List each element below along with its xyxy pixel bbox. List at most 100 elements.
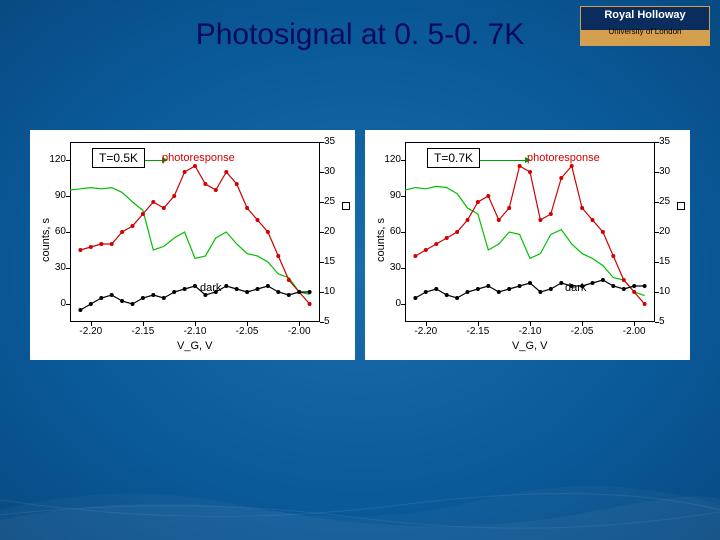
temperature-label: T=0.7K [427,148,480,168]
marker-photoresponse_red [308,302,312,306]
marker-photoresponse_red [643,302,647,306]
series-green_guide [70,188,310,295]
marker-dark_black [549,287,553,291]
marker-photoresponse_red [120,230,124,234]
chart-right: 03060901205101520253035-2.20-2.15-2.10-2… [365,130,690,360]
x-tick: -2.10 [512,326,548,337]
y-left-tick: 30 [40,262,66,273]
marker-dark_black [486,284,490,288]
temperature-label: T=0.5K [92,148,145,168]
decorative-waves [0,450,720,540]
y-right-tick: 5 [324,316,344,327]
marker-photoresponse_red [497,218,501,222]
marker-dark_black [141,296,145,300]
marker-photoresponse_red [89,245,93,249]
marker-dark_black [276,290,280,294]
y-right-tick: 20 [324,226,344,237]
x-tick: -2.05 [229,326,265,337]
dark-label: dark [200,282,221,294]
marker-photoresponse_red [632,290,636,294]
marker-dark_black [245,290,249,294]
x-tick: -2.00 [281,326,317,337]
marker-dark_black [131,302,135,306]
marker-dark_black [308,290,312,294]
y-left-tick: 120 [40,154,66,165]
x-tick: -2.20 [73,326,109,337]
marker-dark_black [466,290,470,294]
marker-dark_black [287,293,291,297]
marker-photoresponse_red [99,242,103,246]
marker-photoresponse_red [235,182,239,186]
x-tick: -2.15 [125,326,161,337]
chart-left: 03060901205101520253035-2.20-2.15-2.10-2… [30,130,355,360]
y-right-tick: 25 [659,196,679,207]
marker-dark_black [455,296,459,300]
marker-photoresponse_red [591,218,595,222]
marker-dark_black [235,287,239,291]
marker-photoresponse_red [183,170,187,174]
y-right-tick: 35 [324,136,344,147]
y-right-tick: 35 [659,136,679,147]
marker-photoresponse_red [151,200,155,204]
marker-photoresponse_red [276,254,280,258]
charts-container: 03060901205101520253035-2.20-2.15-2.10-2… [30,130,690,360]
marker-photoresponse_red [528,170,532,174]
y-left-tick: 90 [40,190,66,201]
marker-photoresponse_red [203,182,207,186]
photoresponse-label: photoresponse [162,152,235,164]
marker-dark_black [528,281,532,285]
marker-dark_black [424,290,428,294]
y-right-tick: 30 [659,166,679,177]
marker-photoresponse_red [445,236,449,240]
marker-dark_black [151,293,155,297]
series-dark_black [80,286,309,310]
y-left-tick: 0 [40,298,66,309]
marker-photoresponse_red [559,176,563,180]
marker-dark_black [476,287,480,291]
marker-photoresponse_red [256,218,260,222]
y-left-tick: 90 [375,190,401,201]
marker-photoresponse_red [193,164,197,168]
y-left-tick: 30 [375,262,401,273]
marker-photoresponse_red [214,188,218,192]
marker-photoresponse_red [78,248,82,252]
y-left-tick: 0 [375,298,401,309]
marker-dark_black [99,296,103,300]
marker-dark_black [183,287,187,291]
marker-photoresponse_red [507,206,511,210]
y-right-tick: 15 [659,256,679,267]
marker-dark_black [78,308,82,312]
x-axis-label: V_G, V [512,340,547,352]
y-right-tick: 25 [324,196,344,207]
marker-photoresponse_red [476,200,480,204]
x-tick: -2.15 [460,326,496,337]
series-photoresponse_red [80,166,309,304]
marker-dark_black [193,284,197,288]
x-tick: -2.00 [616,326,652,337]
y-right-indicator [342,202,350,210]
marker-dark_black [538,290,542,294]
marker-photoresponse_red [162,206,166,210]
marker-photoresponse_red [601,230,605,234]
marker-dark_black [256,287,260,291]
marker-dark_black [591,281,595,285]
marker-dark_black [172,290,176,294]
marker-dark_black [162,296,166,300]
marker-photoresponse_red [287,278,291,282]
marker-photoresponse_red [224,170,228,174]
marker-dark_black [110,293,114,297]
marker-photoresponse_red [141,212,145,216]
x-axis-label: V_G, V [177,340,212,352]
marker-photoresponse_red [486,194,490,198]
y-left-axis-label: counts, s [40,218,52,262]
y-right-tick: 20 [659,226,679,237]
marker-dark_black [120,299,124,303]
marker-photoresponse_red [172,194,176,198]
marker-photoresponse_red [538,218,542,222]
marker-dark_black [559,281,563,285]
marker-dark_black [622,287,626,291]
marker-photoresponse_red [570,164,574,168]
marker-dark_black [507,287,511,291]
marker-dark_black [224,284,228,288]
y-left-axis-label: counts, s [375,218,387,262]
